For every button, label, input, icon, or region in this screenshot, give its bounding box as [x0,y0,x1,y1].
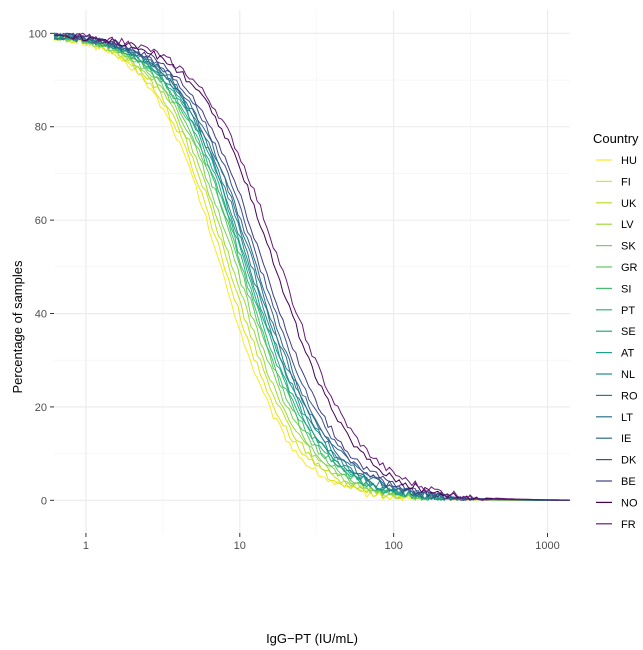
x-tick-label: 10 [234,540,246,552]
legend-label-lt: LT [621,412,633,424]
y-tick-label: 0 [41,495,47,507]
legend-label-hu: HU [621,155,637,167]
y-tick-label: 40 [35,309,47,321]
legend-label-uk: UK [621,198,637,210]
series-line-fr [53,32,571,501]
legend-label-se: SE [621,326,636,338]
legend-label-dk: DK [621,455,637,467]
x-tick-label: 1 [83,540,89,552]
legend-label-pt: PT [621,305,635,317]
legend-label-nl: NL [621,369,635,381]
axes: 0 20 40 60 80 100 1 10 100 1000 [29,28,560,552]
plot-panel [54,10,570,533]
legend: Country HU FI UK LV SK GR SI PT SE AT NL RO LT IE DK BE… [593,131,639,531]
y-axis-title: Percentage of samples [10,260,25,393]
legend-label-lv: LV [621,219,634,231]
legend-label-be: BE [621,476,636,488]
x-tick-label: 1000 [535,540,559,552]
legend-label-at: AT [621,348,635,360]
series-line-be [53,32,570,501]
legend-label-fr: FR [621,519,636,531]
legend-label-fi: FI [621,176,631,188]
y-tick-label: 60 [35,215,47,227]
y-tick-label: 20 [35,402,47,414]
legend-label-ro: RO [621,390,638,402]
legend-label-si: SI [621,283,631,295]
legend-title: Country [593,131,639,146]
legend-label-no: NO [621,497,638,509]
legend-label-ie: IE [621,433,631,445]
grid [54,10,570,533]
x-tick-label: 100 [384,540,402,552]
series-lines [53,32,571,502]
legend-label-gr: GR [621,262,638,274]
legend-label-sk: SK [621,241,636,253]
y-tick-label: 100 [29,28,47,40]
y-tick-label: 80 [35,122,47,134]
x-axis-title: IgG−PT (IU/mL) [266,631,358,646]
